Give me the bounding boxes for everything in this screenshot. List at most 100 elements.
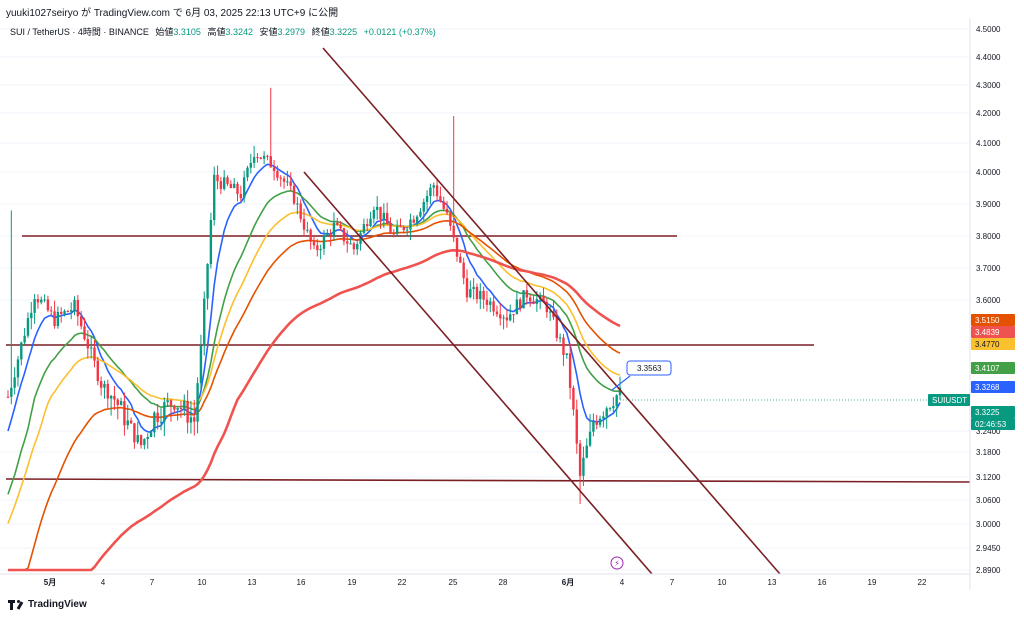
candle-body [252,157,256,163]
candle-body [542,295,545,302]
time-tick-label: 16 [297,578,306,587]
candle-body [73,299,76,311]
price-tick-label: 3.2400 [976,427,1001,436]
time-tick-label: 25 [449,578,458,587]
candle-body [422,202,425,212]
candle-body [10,387,13,397]
candle-body [618,387,622,396]
candle-body [555,317,559,338]
candle-body [605,408,608,417]
time-tick-label: 13 [768,578,777,587]
ma-red-line [8,249,621,572]
candle-body [372,209,376,219]
moving-averages [7,163,621,572]
candle-body [349,243,352,245]
candle-body [425,196,429,203]
candle-body [429,187,432,197]
price-tick-label: 2.8900 [976,566,1001,575]
candle-body [366,224,369,227]
candle-body [276,171,279,178]
candle-body [439,196,442,202]
candle-body [442,201,445,209]
candle-body [282,178,286,182]
candle-body [459,256,462,263]
candle-body [93,347,96,361]
candle-body [362,224,366,233]
candle-body [565,353,568,355]
price-callout: 3.3563 ⚡ [610,360,672,570]
candle-body [83,326,86,340]
tradingview-brand[interactable]: TradingView [8,599,87,610]
ma-green-line [7,190,621,495]
candle-body [395,226,399,235]
price-badge [928,394,970,406]
candle-body [60,311,63,314]
candle-body [462,262,465,279]
price-tick-label: 3.6000 [976,296,1001,305]
candle-body [598,418,602,425]
candle-body [79,316,83,327]
candle-body [63,310,66,314]
time-tick-label: 6月 [562,578,574,587]
candle-body [156,412,159,423]
upper-trendline [322,47,781,575]
candle-body [346,241,349,244]
candle-body [40,299,43,303]
candle-body [139,435,143,446]
candle-body [36,299,40,303]
candle-body [136,435,139,443]
candle-body [558,337,562,339]
candle-body [279,177,282,179]
price-tick-label: 3.0000 [976,520,1001,529]
price-badge [971,338,1015,350]
time-tick-label: 7 [670,578,675,587]
candle-body [199,345,203,384]
candle-body [20,342,23,360]
candle-body [236,183,239,194]
candle-body [379,206,382,220]
candle-body [249,162,253,168]
horizontal-levels [5,235,971,483]
candle-body [16,359,20,378]
candle-body [216,174,219,182]
candle-body [535,299,539,304]
high-value: 3.3242 [225,27,253,37]
price-badge-label: 3.4770 [975,340,1000,349]
candle-body [312,241,316,246]
candle-body [173,405,176,410]
candle-body [409,219,412,230]
candle-body [512,314,515,316]
candle-body [153,412,156,433]
close-value: 3.3225 [329,27,358,37]
price-tick-label: 2.9450 [976,544,1001,553]
candle-body [509,314,512,321]
candle-body [528,297,532,302]
candle-body [123,401,126,426]
candle-body [209,220,213,265]
candle-body [342,228,346,242]
candle-body [562,337,565,355]
candle-body [548,311,552,313]
candle-body [525,290,529,298]
candle-body [50,310,53,312]
price-tick-label: 3.1800 [976,448,1001,457]
candle-body [435,185,439,197]
candle-body [169,400,173,406]
candle-body [76,299,80,317]
candle-body [449,212,452,226]
candle-body [612,406,615,409]
candle-body [585,445,588,458]
time-axis[interactable]: 5月 4 7 10 13 16 19 22 25 28 6月 4 7 10 13 16 19 22 [0,573,970,587]
price-axis[interactable]: 4.5000 4.4000 4.3000 4.2000 4.1000 4.0000 3.90… [969,18,1001,590]
candle-body [385,212,389,225]
candle-body [339,224,342,229]
candle-body [502,317,505,319]
candle-body [519,299,522,309]
publish-attribution: yuuki1027seiryo が TradingView.com で 6月 0… [6,8,339,19]
price-tick-label: 3.1200 [976,473,1001,482]
candle-body [269,156,272,168]
candle-body [89,347,93,349]
candle-body [143,439,146,446]
candle-body [369,218,372,227]
